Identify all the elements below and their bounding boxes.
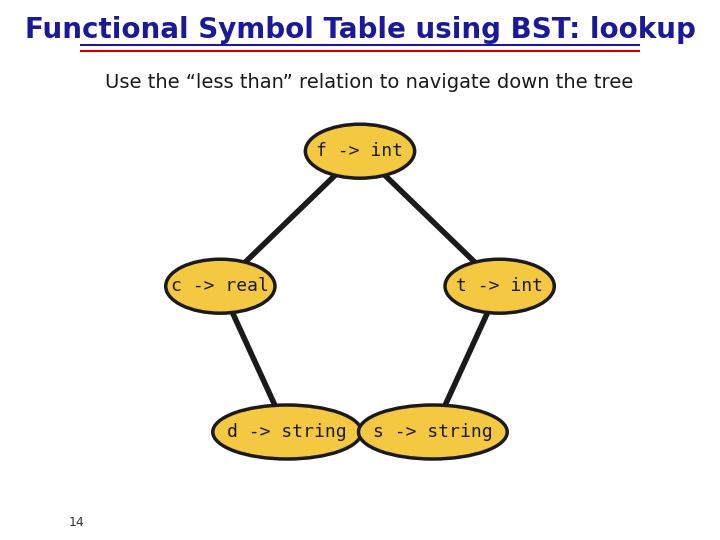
- Ellipse shape: [166, 259, 275, 313]
- Text: f -> int: f -> int: [317, 142, 403, 160]
- Text: c -> real: c -> real: [171, 277, 269, 295]
- Ellipse shape: [359, 405, 507, 459]
- Ellipse shape: [213, 405, 361, 459]
- Text: d -> string: d -> string: [228, 423, 347, 441]
- Ellipse shape: [305, 124, 415, 178]
- Text: Functional Symbol Table using BST: lookup: Functional Symbol Table using BST: looku…: [24, 16, 696, 44]
- Text: 14: 14: [68, 516, 84, 529]
- Ellipse shape: [445, 259, 554, 313]
- Text: Use the “less than” relation to navigate down the tree: Use the “less than” relation to navigate…: [105, 73, 634, 92]
- Text: t -> int: t -> int: [456, 277, 543, 295]
- Text: s -> string: s -> string: [373, 423, 492, 441]
